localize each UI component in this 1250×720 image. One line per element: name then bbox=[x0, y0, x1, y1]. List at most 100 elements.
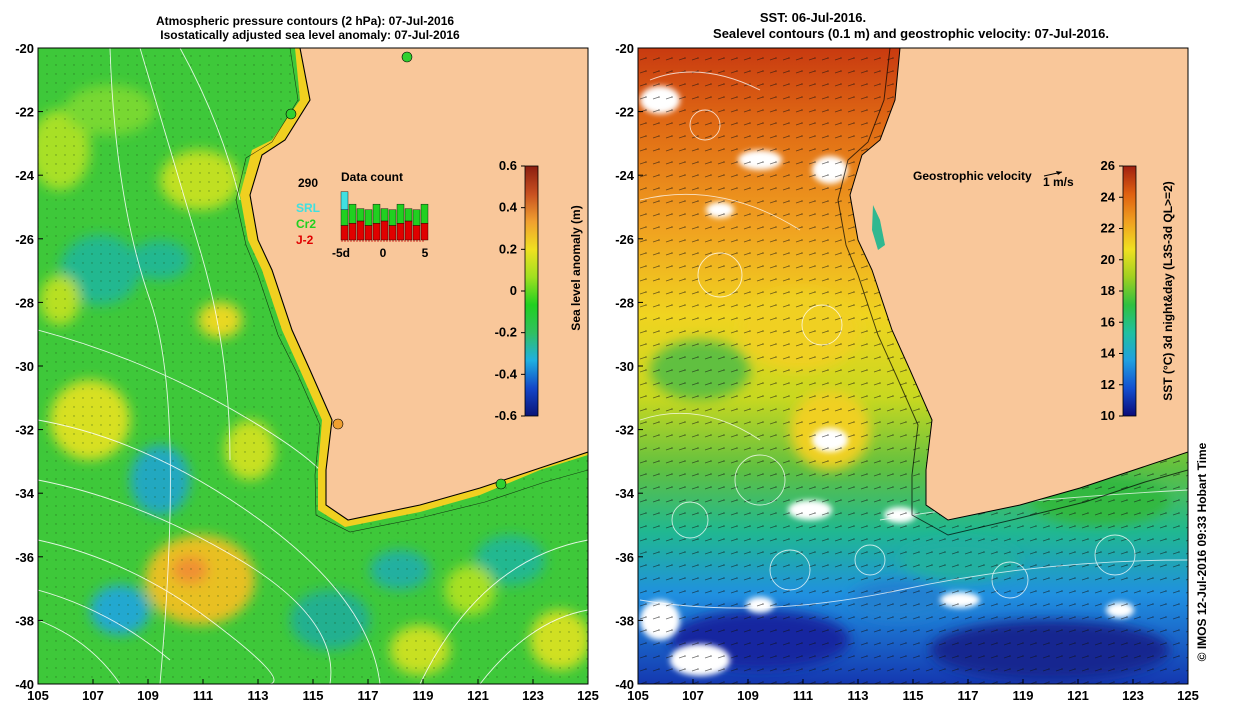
sst-colorbar-ticks: 26 24 22 20 18 16 14 12 10 bbox=[1101, 158, 1123, 423]
x-tick-label: 119 bbox=[413, 688, 434, 703]
colorbar-tick-label: 24 bbox=[1101, 189, 1116, 204]
inset-bar bbox=[340, 209, 349, 226]
inset-bar bbox=[340, 225, 349, 241]
x-tick-label: 113 bbox=[248, 688, 269, 703]
inset-count: 290 bbox=[298, 176, 318, 190]
y-tick-label: -40 bbox=[15, 677, 34, 692]
colorbar-tick-label: 14 bbox=[1101, 346, 1116, 361]
left-land-shape bbox=[250, 48, 588, 520]
inset-bar bbox=[380, 220, 389, 241]
x-tick-label: 105 bbox=[27, 688, 49, 703]
axis-ticks: 105 107 109 111 113 115 117 119 121 123 125-20-22-… bbox=[15, 41, 1199, 703]
inset-bar bbox=[340, 191, 349, 210]
inset-bar bbox=[396, 203, 405, 224]
left-map bbox=[38, 48, 588, 684]
inset-bar bbox=[356, 208, 365, 222]
right-map bbox=[638, 48, 1188, 684]
right-land-shape bbox=[850, 48, 1188, 520]
sst-colorbar: 26 24 22 20 18 16 14 12 10 SST (°C) 3d night&day… bbox=[1101, 158, 1175, 423]
x-tick-label: 121 bbox=[1067, 688, 1089, 703]
y-tick-label: -26 bbox=[615, 232, 634, 247]
inset-bar bbox=[388, 209, 397, 226]
inset-x-tick-label: 5 bbox=[422, 246, 429, 260]
inset-bar bbox=[364, 225, 373, 241]
sst-colorbar-label: SST (°C) 3d night&day (L3S-3d QL>=2) bbox=[1161, 181, 1175, 401]
sla-colorbar-ticks: 0.6 0.4 0.2 0 -0.2 -0.4 -0.6 bbox=[495, 158, 525, 423]
x-tick-label: 119 bbox=[1013, 688, 1034, 703]
x-tick-label: 115 bbox=[303, 688, 324, 703]
velocity-label: Geostrophic velocity bbox=[913, 169, 1032, 183]
y-tick-label: -36 bbox=[615, 550, 634, 565]
sla-colorbar-bar bbox=[524, 165, 539, 417]
sealevel-contours bbox=[639, 71, 1188, 609]
y-tick-label: -24 bbox=[615, 168, 635, 183]
inset-bar bbox=[380, 208, 389, 222]
inset-legend-item: Cr2 bbox=[296, 217, 316, 231]
colorbar-tick-label: 22 bbox=[1101, 221, 1115, 236]
inset-x-tick-label: -5d bbox=[332, 246, 350, 260]
inset-bar bbox=[388, 225, 397, 241]
x-tick-label: 123 bbox=[522, 688, 544, 703]
x-tick-label: 121 bbox=[467, 688, 489, 703]
x-tick-label: 111 bbox=[793, 688, 813, 703]
inset-bar bbox=[412, 209, 421, 226]
inset-title: Data count bbox=[341, 170, 403, 184]
y-tick-label: -26 bbox=[15, 232, 34, 247]
y-tick-label: -28 bbox=[615, 295, 634, 310]
right-land bbox=[837, 48, 1188, 536]
y-tick-label: -34 bbox=[615, 486, 635, 501]
left-shelf-contour bbox=[235, 48, 588, 533]
velocity-legend: Geostrophic velocity 1 m/s bbox=[913, 169, 1074, 189]
inset-bars bbox=[340, 191, 429, 241]
right-shelf-current bbox=[837, 48, 1188, 536]
inset-legend-item: J-2 bbox=[296, 233, 314, 247]
data-count-inset: Data count 290 SRL Cr2 J-2 -5d 0 5 bbox=[296, 170, 429, 260]
x-tick-label: 125 bbox=[577, 688, 599, 703]
left-panel: Atmospheric pressure contours (2 hPa): 0… bbox=[37, 14, 589, 685]
y-tick-label: -38 bbox=[15, 613, 34, 628]
inset-bar bbox=[404, 220, 413, 241]
inset-bar bbox=[404, 208, 413, 222]
y-tick-label: -24 bbox=[15, 168, 35, 183]
x-tick-label: 117 bbox=[358, 688, 379, 703]
colorbar-tick-label: 10 bbox=[1101, 408, 1115, 423]
colorbar-tick-label: 0 bbox=[510, 283, 517, 298]
inset-x-tick-label: 0 bbox=[380, 246, 387, 260]
inset-bar bbox=[372, 222, 381, 241]
colorbar-tick-label: -0.6 bbox=[495, 408, 517, 423]
inset-legend: SRL Cr2 J-2 bbox=[296, 201, 320, 247]
y-tick-label: -32 bbox=[15, 423, 34, 438]
y-tick-label: -20 bbox=[15, 41, 34, 56]
y-tick-label: -30 bbox=[615, 359, 634, 374]
y-tick-label: -34 bbox=[15, 486, 35, 501]
y-tick-label: -22 bbox=[615, 105, 634, 120]
x-tick-label: 123 bbox=[1122, 688, 1144, 703]
y-tick-label: -38 bbox=[615, 613, 634, 628]
sla-colorbar-label: Sea level anomaly (m) bbox=[569, 205, 583, 330]
colorbar-tick-label: 26 bbox=[1101, 158, 1115, 173]
sst-colorbar-bar bbox=[1122, 165, 1137, 417]
inset-bar bbox=[420, 222, 429, 241]
inset-bar bbox=[372, 203, 381, 224]
inset-x-ticks: -5d 0 5 bbox=[332, 246, 429, 260]
x-tick-label: 109 bbox=[137, 688, 159, 703]
y-tick-label: -36 bbox=[15, 550, 34, 565]
x-tick-label: 109 bbox=[737, 688, 759, 703]
inset-bar bbox=[348, 222, 357, 241]
inset-bar bbox=[420, 203, 429, 224]
left-title-line2: Isostatically adjusted sea level anomaly… bbox=[160, 28, 460, 42]
y-tick-label: -22 bbox=[15, 105, 34, 120]
inset-bar bbox=[364, 209, 373, 226]
velocity-scale: 1 m/s bbox=[1043, 175, 1074, 189]
y-tick-label: -40 bbox=[615, 677, 634, 692]
colorbar-tick-label: 0.6 bbox=[499, 158, 517, 173]
x-tick-label: 117 bbox=[958, 688, 979, 703]
colorbar-tick-label: 18 bbox=[1101, 283, 1115, 298]
inset-bar bbox=[348, 203, 357, 224]
right-title-line2: Sealevel contours (0.1 m) and geostrophi… bbox=[713, 26, 1109, 41]
right-panel: SST: 06-Jul-2016. Sealevel contours (0.1… bbox=[637, 10, 1189, 685]
tide-gauge-markers bbox=[285, 51, 507, 490]
credit-text: © IMOS 12-Jul-2016 09:33 Hobart Time bbox=[1195, 442, 1209, 661]
left-coastline bbox=[249, 48, 588, 521]
